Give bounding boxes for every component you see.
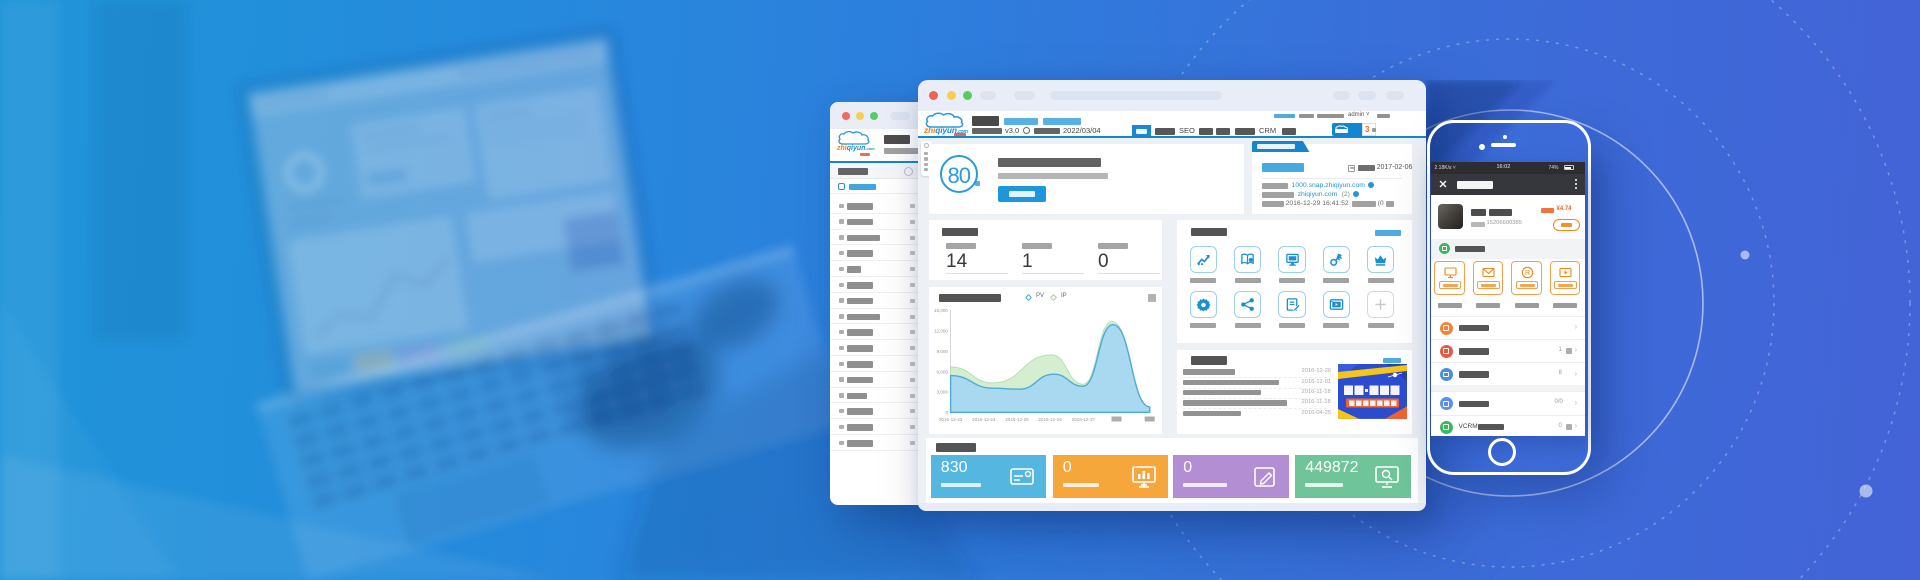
svg-text:2016-12-25: 2016-12-25 [1005,417,1029,422]
svg-text:2016-12-26: 2016-12-26 [1038,417,1062,422]
svg-text:2016-12-24: 2016-12-24 [972,417,996,422]
svg-text:R: R [1525,270,1530,277]
svg-text:0: 0 [945,410,948,415]
svg-text:15,000: 15,000 [934,308,948,313]
svg-text:3,000: 3,000 [937,389,949,394]
svg-text:12,000: 12,000 [934,328,948,333]
svg-text:2016-12-23: 2016-12-23 [939,417,963,422]
svg-text:2016-12-27: 2016-12-27 [1072,417,1096,422]
svg-text:6,000: 6,000 [937,369,949,374]
svg-text:9,000: 9,000 [937,349,949,354]
